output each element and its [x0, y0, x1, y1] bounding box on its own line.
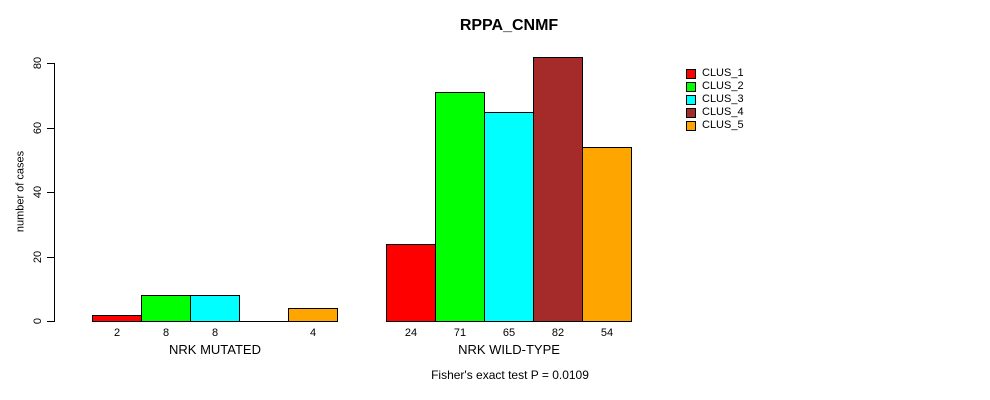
legend-swatch-clus_2	[686, 81, 696, 92]
y-axis-tick-label: 20	[32, 250, 44, 264]
legend-item-clus_3: CLUS_3	[686, 93, 744, 106]
legend-label: CLUS_4	[702, 106, 744, 118]
bar-value-label: 8	[211, 327, 219, 339]
bar-value-label: 71	[453, 327, 467, 339]
chart-title: RPPA_CNMF	[459, 17, 559, 34]
bar-value-label: 65	[502, 327, 516, 339]
y-axis-tick	[47, 63, 54, 64]
bar-clus_3-nrk-wild-type	[484, 112, 534, 322]
bar-clus_5-nrk-wild-type	[582, 147, 632, 322]
legend-item-clus_1: CLUS_1	[686, 67, 744, 80]
y-axis-label: number of cases	[14, 150, 27, 233]
y-axis-tick	[47, 192, 54, 193]
bar-clus_1-nrk-mutated	[92, 315, 142, 322]
bar-value-label: 8	[162, 327, 170, 339]
legend-item-clus_5: CLUS_5	[686, 119, 744, 132]
y-axis-tick-label: 40	[32, 185, 44, 199]
legend: CLUS_1 CLUS_2 CLUS_3 CLUS_4 CLUS_5	[686, 67, 806, 137]
legend-label: CLUS_1	[702, 67, 744, 79]
y-axis-tick	[47, 128, 54, 129]
y-axis-tick	[47, 321, 54, 322]
fisher-test-annotation: Fisher's exact test P = 0.0109	[431, 368, 589, 382]
legend-item-clus_4: CLUS_4	[686, 106, 744, 119]
bar-value-label: 4	[309, 327, 317, 339]
bar-clus_5-nrk-mutated	[288, 308, 338, 322]
bar-clus_4-nrk-wild-type	[533, 57, 583, 322]
y-axis-tick-label: 60	[32, 121, 44, 135]
y-axis-tick-label: 0	[32, 317, 44, 325]
group-label-nrk-mutated: NRK MUTATED	[169, 342, 261, 357]
legend-swatch-clus_4	[686, 107, 696, 118]
legend-swatch-clus_5	[686, 120, 696, 131]
legend-swatch-clus_3	[686, 94, 696, 105]
bar-value-label: 54	[600, 327, 614, 339]
y-axis-tick	[47, 257, 54, 258]
legend-swatch-clus_1	[686, 68, 696, 79]
bar-value-label: 82	[551, 327, 565, 339]
bar-value-label: 2	[113, 327, 121, 339]
bar-value-label: 24	[404, 327, 418, 339]
legend-label: CLUS_3	[702, 93, 744, 105]
legend-label: CLUS_5	[702, 119, 744, 131]
legend-item-clus_2: CLUS_2	[686, 80, 744, 93]
bar-clus_1-nrk-wild-type	[386, 244, 436, 322]
group-label-nrk-wild-type: NRK WILD-TYPE	[458, 342, 560, 357]
bar-clus_3-nrk-mutated	[190, 295, 240, 322]
y-axis	[54, 63, 55, 322]
bar-clus_2-nrk-wild-type	[435, 92, 485, 322]
legend-label: CLUS_2	[702, 80, 744, 92]
bar-clus_2-nrk-mutated	[141, 295, 191, 322]
y-axis-tick-label: 80	[32, 56, 44, 70]
